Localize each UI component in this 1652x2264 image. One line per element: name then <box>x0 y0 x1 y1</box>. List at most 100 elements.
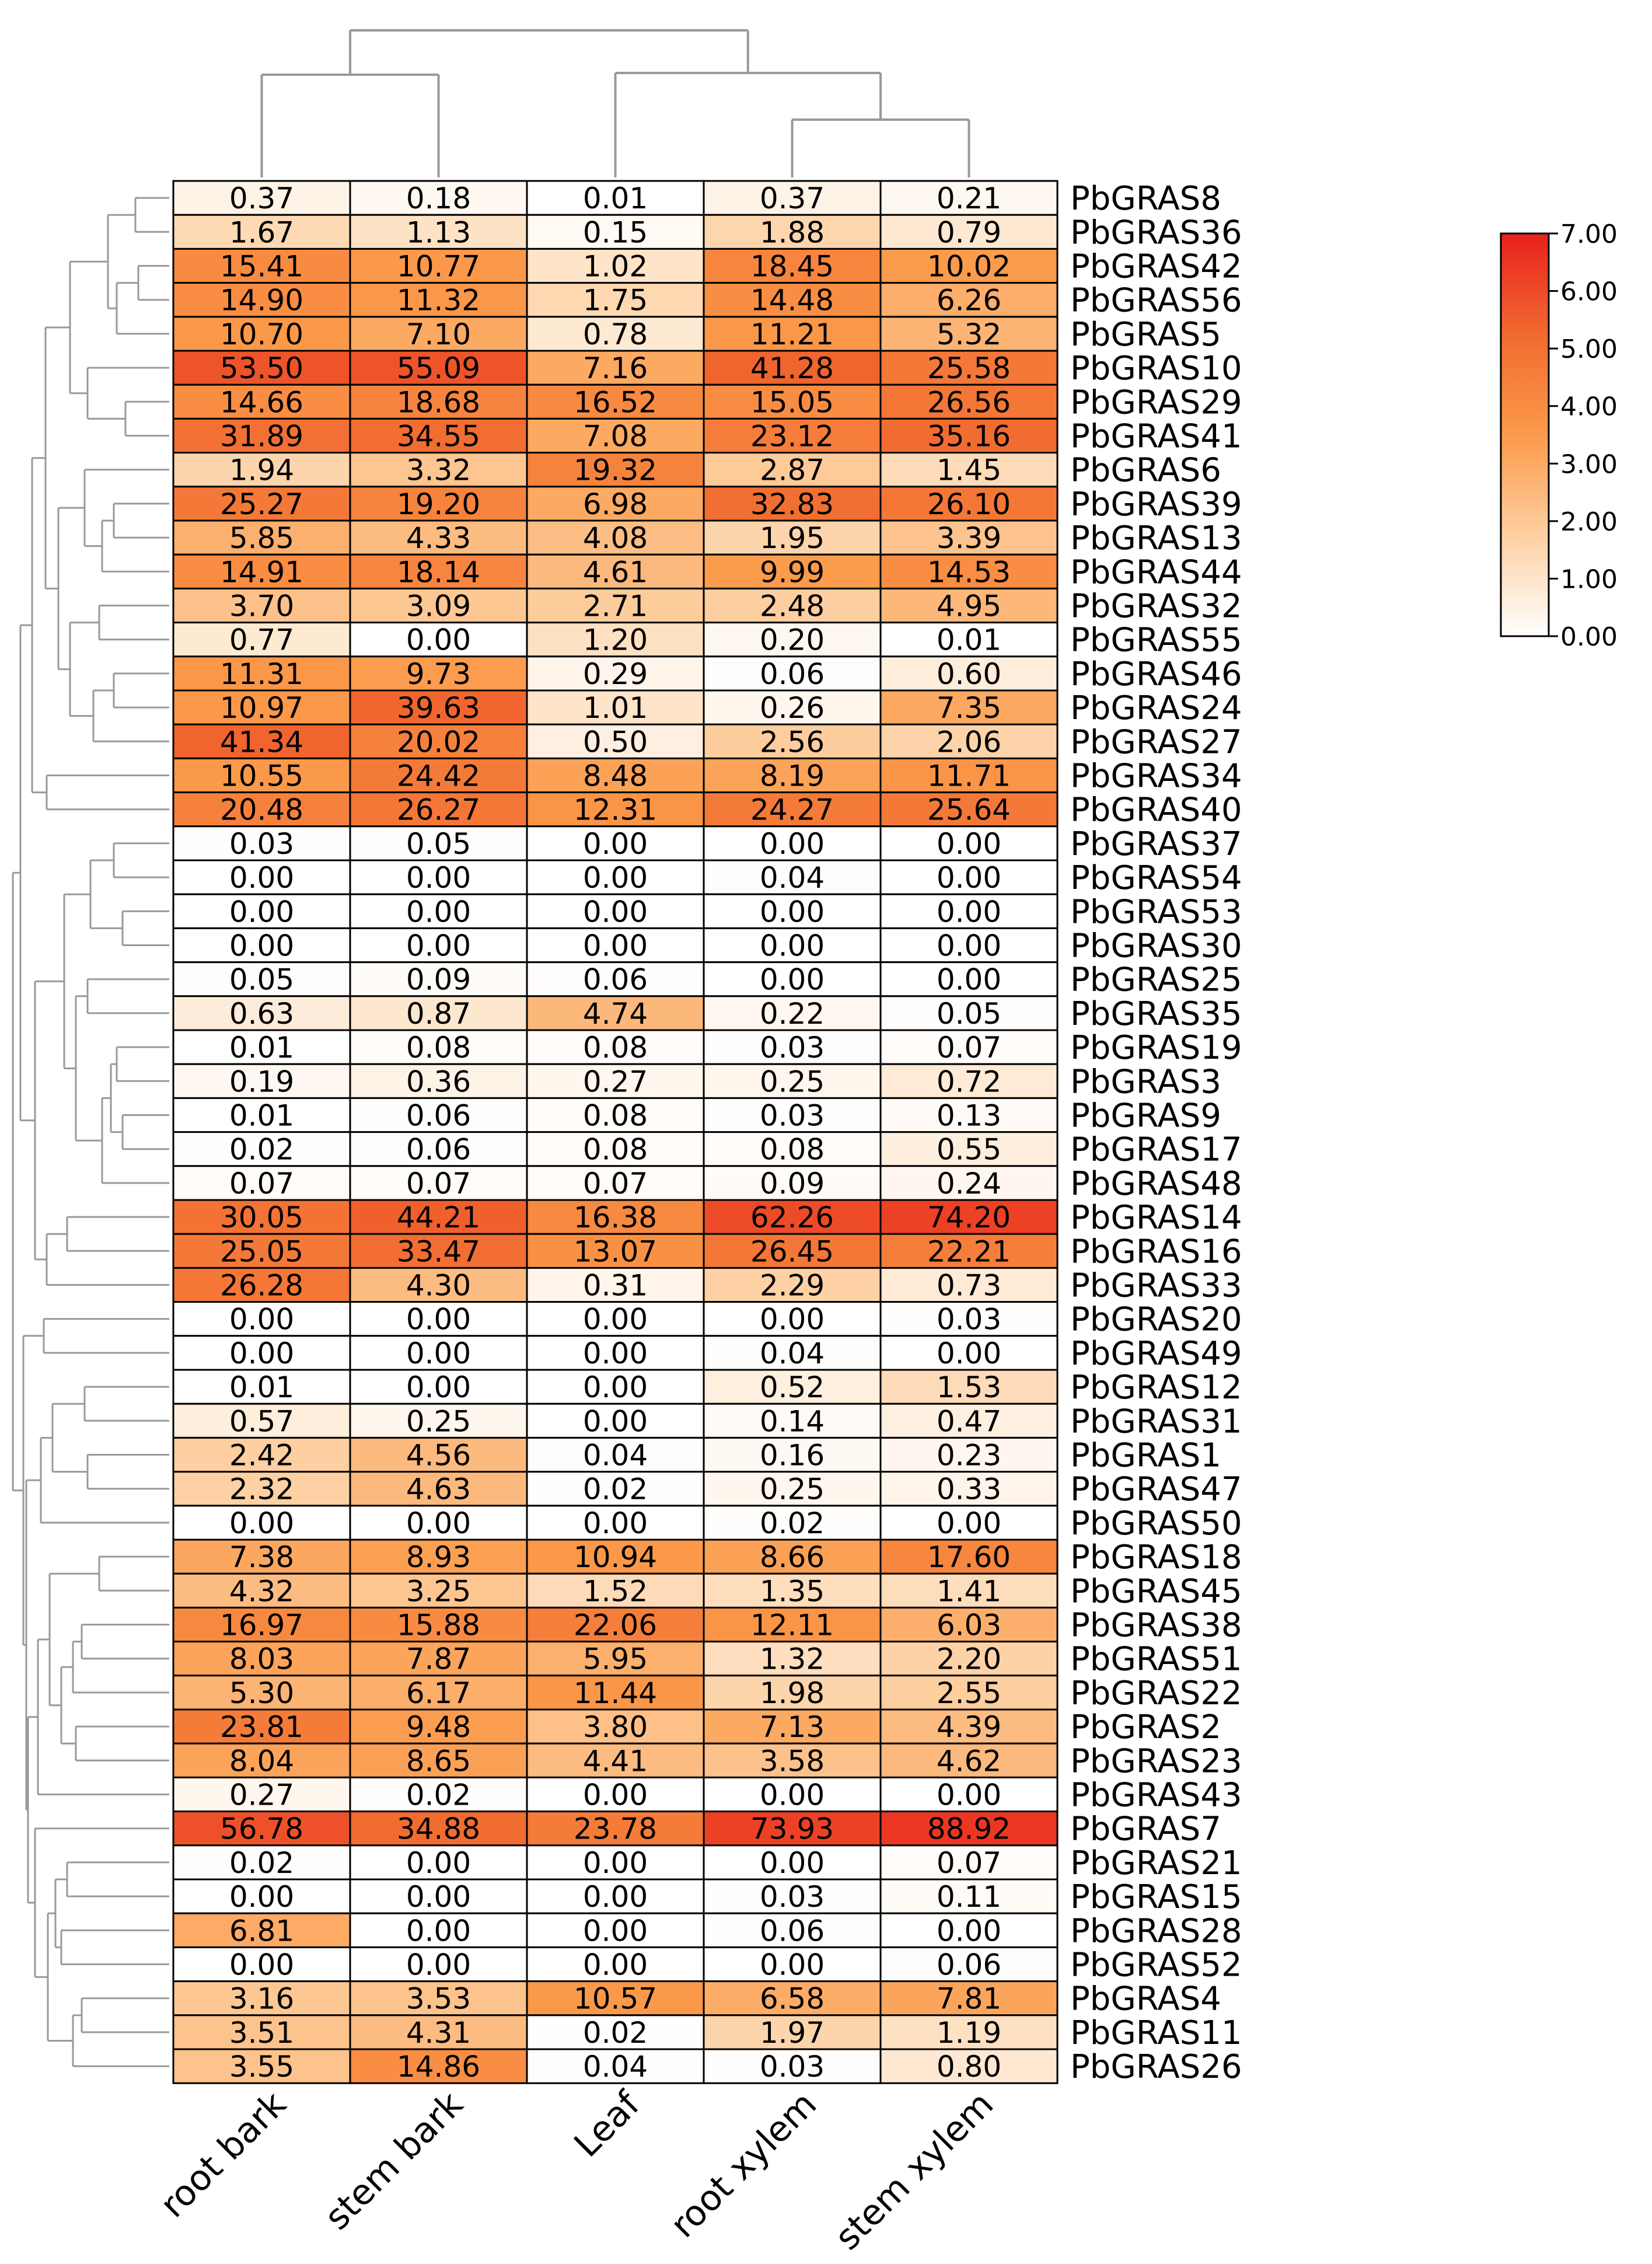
cell-value: 5.30 <box>229 1676 294 1710</box>
heatmap-cell <box>526 1369 705 1405</box>
row-label: PbGRAS11 <box>1070 2014 1242 2052</box>
heatmap-cell <box>172 723 351 759</box>
cell-value: 4.33 <box>406 521 471 555</box>
heatmap-cell <box>172 1233 351 1269</box>
row-label: PbGRAS26 <box>1070 2048 1242 2086</box>
cell-value: 0.08 <box>760 1133 825 1167</box>
heatmap-cell <box>526 1946 705 1983</box>
cell-value: 1.01 <box>583 691 648 725</box>
heatmap-cell <box>526 1471 705 1507</box>
heatmap-cell <box>526 214 705 250</box>
heatmap-cell <box>879 519 1059 556</box>
cell-value: 12.31 <box>574 793 657 827</box>
heatmap-cell <box>879 1335 1059 1371</box>
row-label: PbGRAS50 <box>1070 1505 1242 1543</box>
heatmap-cell <box>703 1029 882 1065</box>
cell-value: 1.53 <box>937 1370 1001 1404</box>
cell-value: 0.00 <box>583 1506 648 1540</box>
cell-value: 73.93 <box>750 1812 834 1846</box>
cell-value: 0.25 <box>760 1473 825 1506</box>
cell-value: 2.42 <box>229 1439 294 1473</box>
heatmap-cell <box>879 383 1059 420</box>
cell-value: 16.52 <box>574 385 657 419</box>
cell-value: 6.03 <box>937 1609 1001 1642</box>
heatmap-cell <box>172 1369 351 1405</box>
row-label: PbGRAS28 <box>1070 1912 1242 1950</box>
legend-tick-label: 6.00 <box>1560 277 1618 307</box>
color-legend: 7.00 6.00 5.00 4.00 3.00 2.00 1.00 0.00 <box>1500 219 1618 652</box>
cell-value: 2.87 <box>760 454 825 487</box>
cell-value: 0.27 <box>229 1778 294 1812</box>
cell-value: 4.95 <box>937 589 1001 623</box>
row-label: PbGRAS52 <box>1070 1946 1242 1984</box>
heatmap-cell <box>349 519 528 556</box>
cell-value: 0.07 <box>583 1167 648 1201</box>
row-label: PbGRAS12 <box>1070 1369 1242 1407</box>
heatmap-cell <box>879 1980 1059 2017</box>
heatmap-cell <box>172 1708 351 1745</box>
cell-value: 2.71 <box>583 589 648 623</box>
heatmap-cell <box>526 1199 705 1235</box>
cell-value: 10.97 <box>220 691 303 725</box>
heatmap-cell <box>879 316 1059 352</box>
cell-value: 0.87 <box>406 997 471 1031</box>
heatmap-cell <box>879 417 1059 454</box>
cell-value: 0.00 <box>937 861 1001 895</box>
heatmap-cell <box>172 452 351 488</box>
cell-value: 0.02 <box>583 2016 648 2050</box>
cell-value: 11.44 <box>574 1676 657 1710</box>
cell-value: 53.50 <box>220 351 303 385</box>
row-label: PbGRAS47 <box>1070 1471 1242 1509</box>
heatmap-cell <box>879 961 1059 997</box>
cell-value: 0.00 <box>406 1370 471 1404</box>
cell-value: 1.19 <box>937 2016 1001 2050</box>
row-label: PbGRAS49 <box>1070 1335 1242 1373</box>
row-label: PbGRAS46 <box>1070 655 1242 693</box>
heatmap-cell <box>703 1301 882 1337</box>
heatmap-cell <box>879 1301 1059 1337</box>
heatmap-cell <box>172 1606 351 1643</box>
cell-value: 0.00 <box>583 1337 648 1370</box>
heatmap-cell <box>879 1641 1059 1677</box>
heatmap-cell <box>526 1165 705 1201</box>
cell-value: 2.29 <box>760 1269 825 1303</box>
column-label: stem xylem <box>827 2084 1002 2258</box>
heatmap-cell <box>526 1436 705 1473</box>
heatmap-cell <box>703 1233 882 1269</box>
cell-value: 0.00 <box>583 861 648 895</box>
cell-value: 0.37 <box>229 182 294 215</box>
heatmap-cell <box>172 757 351 794</box>
cell-value: 11.21 <box>750 318 834 351</box>
heatmap-cell <box>172 1946 351 1983</box>
cell-value: 0.00 <box>583 1370 648 1404</box>
legend-tick-label: 3.00 <box>1560 449 1618 479</box>
cell-value: 14.53 <box>927 555 1011 589</box>
heatmap-cell <box>349 452 528 488</box>
cell-value: 4.32 <box>229 1574 294 1608</box>
row-label: PbGRAS45 <box>1070 1572 1242 1610</box>
cell-value: 4.62 <box>937 1744 1001 1778</box>
cell-value: 0.00 <box>406 1846 471 1880</box>
row-dendrogram <box>12 197 169 2067</box>
heatmap-cell <box>703 1844 882 1881</box>
heatmap-cell <box>879 247 1059 284</box>
heatmap-cell <box>703 1946 882 1983</box>
cell-value: 8.48 <box>583 759 648 793</box>
cell-value: 0.05 <box>406 827 471 861</box>
heatmap-cell <box>349 1776 528 1813</box>
cell-value: 0.03 <box>937 1303 1001 1337</box>
heatmap-cell <box>879 1063 1059 1099</box>
heatmap-cell <box>172 1131 351 1167</box>
heatmap-cell <box>703 961 882 997</box>
heatmap-cell <box>172 791 351 828</box>
heatmap-cell <box>879 1708 1059 1745</box>
heatmap-cell <box>172 1267 351 1303</box>
cell-value: 4.39 <box>937 1710 1001 1744</box>
heatmap-cell <box>703 757 882 794</box>
cell-value: 8.03 <box>229 1642 294 1676</box>
row-label: PbGRAS6 <box>1070 452 1221 490</box>
heatmap-cell <box>172 519 351 556</box>
cell-value: 0.52 <box>760 1370 825 1404</box>
row-label: PbGRAS5 <box>1070 316 1221 354</box>
cell-value: 4.74 <box>583 997 648 1031</box>
